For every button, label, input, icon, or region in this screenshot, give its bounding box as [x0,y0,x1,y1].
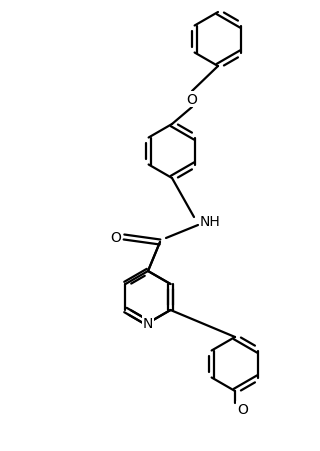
Text: O: O [187,93,197,107]
Text: NH: NH [200,215,221,229]
Text: O: O [111,230,121,244]
Text: O: O [237,402,248,416]
Text: N: N [143,316,153,330]
